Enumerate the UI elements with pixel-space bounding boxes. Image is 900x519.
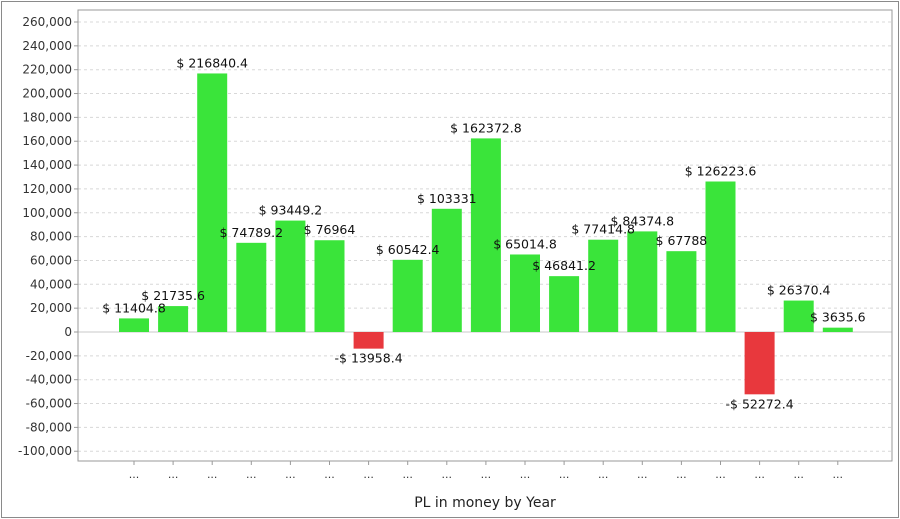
y-tick-label: 40,000 [30, 277, 72, 291]
y-tick-label: -20,000 [26, 349, 72, 363]
y-tick-label: -100,000 [18, 444, 72, 458]
x-tick-label: ... [481, 468, 492, 481]
bar [744, 332, 775, 395]
bar-value-label: -$ 52272.4 [726, 396, 794, 411]
y-tick-label: 260,000 [22, 15, 72, 29]
bar-value-label: $ 67788 [656, 233, 708, 248]
bar-value-label: $ 3635.6 [810, 310, 866, 325]
x-tick-label: ... [715, 468, 726, 481]
bar-value-label: $ 126223.6 [685, 164, 757, 179]
bar [627, 231, 658, 332]
x-tick-label: ... [324, 468, 335, 481]
bar [510, 254, 540, 332]
x-tick-label: ... [168, 468, 179, 481]
bar-value-label: $ 77414.8 [571, 222, 635, 237]
y-tick-label: 0 [64, 325, 72, 339]
x-axis-ticks: ........................................… [129, 461, 843, 481]
x-axis-title: PL in money by Year [414, 495, 556, 511]
bar [119, 318, 149, 332]
bar-value-label: $ 216840.4 [176, 55, 248, 70]
bar [783, 300, 814, 332]
x-tick-label: ... [285, 468, 296, 481]
x-tick-label: ... [676, 468, 687, 481]
y-tick-label: 200,000 [22, 87, 72, 101]
plot-area-border [77, 9, 893, 462]
bars [119, 73, 853, 395]
bar [158, 306, 189, 332]
x-tick-label: ... [246, 468, 257, 481]
bar-value-label: $ 60542.4 [376, 242, 440, 257]
x-tick-label: ... [754, 468, 765, 481]
y-tick-label: -40,000 [26, 373, 72, 387]
bar [822, 327, 853, 332]
x-tick-label: ... [833, 468, 844, 481]
y-tick-label: 120,000 [22, 182, 72, 196]
x-tick-label: ... [637, 468, 648, 481]
y-tick-label: 180,000 [22, 110, 72, 124]
y-tick-label: -60,000 [26, 397, 72, 411]
bar-value-label: $ 76964 [304, 222, 356, 237]
x-tick-label: ... [559, 468, 570, 481]
y-tick-label: 240,000 [22, 39, 72, 53]
bar [275, 220, 306, 332]
bar-value-label: $ 65014.8 [493, 236, 557, 251]
bar-value-label: $ 26370.4 [767, 283, 831, 298]
y-tick-label: 160,000 [22, 134, 72, 148]
bar [236, 242, 267, 332]
bar-value-label: $ 103331 [417, 191, 477, 206]
y-tick-label: 100,000 [22, 206, 72, 220]
x-tick-label: ... [207, 468, 218, 481]
bar [431, 208, 462, 332]
x-tick-label: ... [598, 468, 609, 481]
bar-value-label: $ 46841.2 [532, 258, 596, 273]
x-tick-label: ... [402, 468, 413, 481]
y-tick-label: 80,000 [30, 230, 72, 244]
x-tick-label: ... [442, 468, 453, 481]
x-tick-label: ... [129, 468, 140, 481]
bar [549, 276, 580, 332]
bar-value-label: $ 93449.2 [259, 203, 323, 218]
x-tick-label: ... [520, 468, 531, 481]
bar [314, 240, 345, 332]
y-tick-label: 20,000 [30, 301, 72, 315]
bar-value-label: $ 11404.8 [102, 300, 166, 315]
bar-value-label: $ 74789.2 [219, 225, 283, 240]
bar [353, 332, 384, 349]
bar [392, 259, 423, 332]
y-tick-label: -80,000 [26, 420, 72, 434]
bar [705, 181, 736, 332]
bar [197, 73, 228, 332]
x-tick-label: ... [363, 468, 374, 481]
y-axis-ticks: -100,000 -80,000 -60,000 -40,000 -20,000 0 20,… [18, 15, 78, 458]
value-labels: $ 11404.8$ 21735.6 $ 216840.4 $ 74789.2 $ 9… [102, 55, 865, 411]
bar-value-label: $ 84374.8 [610, 213, 674, 228]
bar-value-label: $ 162372.8 [450, 120, 522, 135]
y-tick-label: 60,000 [30, 253, 72, 267]
bar-value-label: -$ 13958.4 [335, 351, 403, 366]
bar-value-label: $ 21735.6 [141, 288, 205, 303]
bar [470, 138, 501, 332]
x-tick-label: ... [793, 468, 804, 481]
y-tick-label: 140,000 [22, 158, 72, 172]
bar [588, 239, 619, 332]
bar [666, 251, 697, 332]
y-tick-label: 220,000 [22, 63, 72, 77]
